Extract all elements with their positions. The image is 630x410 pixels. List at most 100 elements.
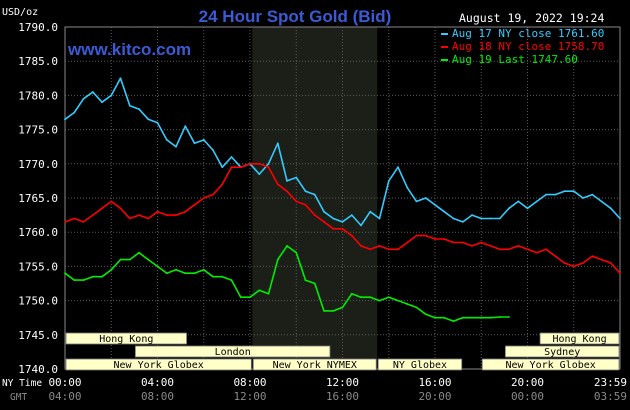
session-label: London bbox=[215, 347, 251, 358]
data-point bbox=[193, 203, 196, 206]
session-label: New York Globex bbox=[505, 360, 595, 371]
x-axis-label-ny-time: NY Time bbox=[2, 378, 42, 389]
session-label: NY Globex bbox=[393, 360, 447, 371]
data-point bbox=[138, 108, 140, 110]
data-point bbox=[360, 245, 362, 247]
data-point bbox=[147, 258, 150, 261]
data-point bbox=[415, 306, 418, 309]
data-point bbox=[267, 166, 270, 169]
data-point bbox=[378, 299, 381, 302]
data-point bbox=[64, 272, 66, 275]
data-point bbox=[535, 251, 538, 254]
data-point bbox=[452, 241, 455, 244]
data-point bbox=[619, 217, 621, 220]
data-point bbox=[239, 166, 242, 169]
data-point bbox=[295, 200, 298, 203]
data-point bbox=[313, 282, 316, 285]
data-point bbox=[461, 316, 464, 319]
data-point bbox=[369, 248, 372, 251]
data-point bbox=[239, 296, 242, 299]
legend-item: Aug 19 Last 1747.60 bbox=[441, 53, 578, 66]
data-point bbox=[304, 203, 307, 206]
data-point bbox=[249, 296, 251, 299]
data-point bbox=[165, 272, 168, 275]
data-point bbox=[609, 207, 612, 210]
data-point bbox=[91, 214, 94, 217]
x-tick-label: 08:00 bbox=[233, 376, 266, 389]
data-point bbox=[387, 296, 390, 299]
y-tick-label: 1780.0 bbox=[18, 89, 58, 102]
data-point bbox=[304, 190, 307, 193]
data-point bbox=[397, 248, 399, 251]
legend-label: Aug 17 NY close 1761.60 bbox=[452, 27, 604, 40]
data-point bbox=[91, 91, 94, 93]
x-tick-label-gmt: 16:00 bbox=[326, 390, 359, 403]
x-tick-label-gmt: 20:00 bbox=[418, 390, 451, 403]
legend-label: Aug 18 NY close 1758.70 bbox=[452, 40, 604, 53]
x-tick-label-gmt: 12:00 bbox=[233, 390, 266, 403]
website-label[interactable]: www.kitco.com bbox=[67, 40, 191, 59]
data-point bbox=[332, 310, 335, 312]
data-point bbox=[258, 289, 261, 292]
session-bar: New York NYMEX bbox=[252, 358, 377, 371]
legend-item: Aug 18 NY close 1758.70 bbox=[441, 40, 604, 53]
data-point bbox=[461, 241, 464, 244]
session-bar: Hong Kong bbox=[539, 332, 620, 345]
data-point bbox=[101, 101, 103, 104]
y-tick-label: 1750.0 bbox=[18, 295, 58, 308]
data-point bbox=[600, 200, 603, 203]
y-tick-label: 1775.0 bbox=[18, 124, 58, 137]
data-point bbox=[202, 268, 205, 271]
data-point bbox=[517, 245, 520, 247]
data-point bbox=[350, 234, 353, 237]
y-tick-label: 1745.0 bbox=[18, 329, 58, 342]
session-bar: NY Globex bbox=[377, 358, 463, 371]
legend-item: Aug 17 NY close 1761.60 bbox=[441, 27, 604, 40]
y-tick-label: 1755.0 bbox=[18, 260, 58, 273]
session-box bbox=[481, 358, 620, 371]
data-point bbox=[147, 217, 150, 220]
data-point bbox=[424, 234, 427, 237]
data-point bbox=[91, 275, 94, 278]
session-box bbox=[65, 358, 252, 371]
data-point bbox=[221, 183, 224, 186]
data-point bbox=[489, 316, 492, 319]
data-point bbox=[600, 258, 603, 261]
session-box bbox=[252, 358, 377, 371]
data-point bbox=[369, 210, 372, 213]
data-point bbox=[452, 217, 455, 220]
data-point bbox=[175, 145, 177, 148]
data-point bbox=[508, 316, 510, 318]
session-label: Hong Kong bbox=[552, 334, 606, 345]
data-point bbox=[443, 238, 446, 240]
data-point bbox=[165, 214, 168, 217]
data-point bbox=[517, 200, 520, 203]
session-label: Sydney bbox=[544, 347, 580, 358]
data-point bbox=[175, 214, 177, 217]
data-point bbox=[563, 190, 566, 193]
data-point bbox=[295, 251, 298, 254]
data-point bbox=[415, 200, 418, 203]
legend-label: Aug 19 Last 1747.60 bbox=[452, 53, 578, 66]
data-point bbox=[175, 268, 177, 271]
x-tick-label: 04:00 bbox=[141, 376, 174, 389]
x-tick-label: 20:00 bbox=[511, 376, 544, 389]
data-point bbox=[64, 221, 66, 223]
x-tick-label: 16:00 bbox=[418, 376, 451, 389]
y-tick-label: 1760.0 bbox=[18, 226, 58, 239]
data-point bbox=[350, 292, 353, 295]
data-point bbox=[341, 227, 344, 230]
data-point bbox=[341, 306, 344, 309]
session-label: New York NYMEX bbox=[273, 360, 357, 371]
session-box bbox=[504, 345, 620, 358]
data-point bbox=[498, 248, 501, 251]
data-point bbox=[591, 255, 594, 257]
data-point bbox=[276, 183, 279, 186]
data-point bbox=[406, 303, 409, 305]
data-point bbox=[138, 251, 140, 254]
data-point bbox=[387, 180, 390, 182]
data-point bbox=[212, 193, 214, 196]
data-point bbox=[286, 245, 288, 247]
